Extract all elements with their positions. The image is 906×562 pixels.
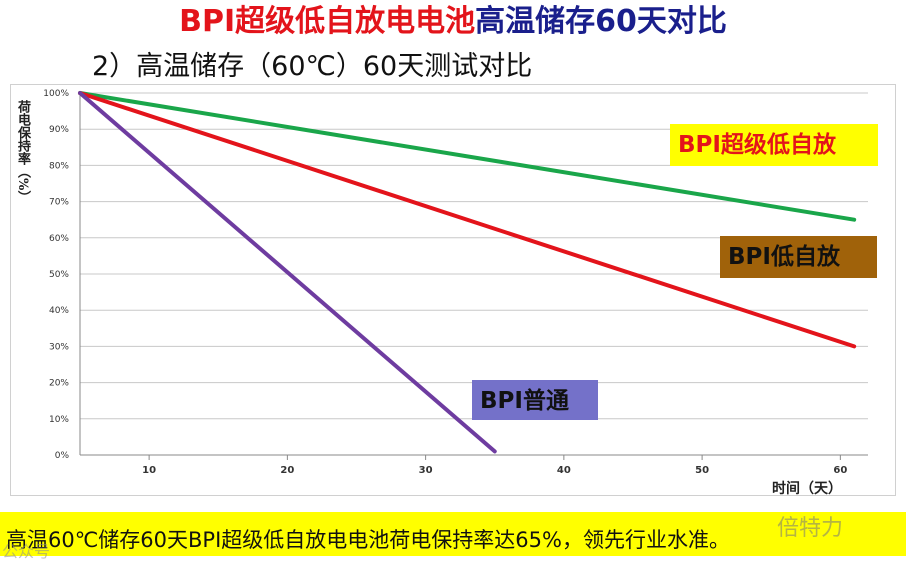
legend-label-low: BPI低自放 xyxy=(720,236,877,278)
x-tick-label: 60 xyxy=(833,465,847,476)
y-tick-label: 20% xyxy=(49,379,69,389)
y-tick-label: 80% xyxy=(49,161,69,171)
title-part-2: 高温储存60天对比 xyxy=(475,4,727,39)
y-tick-label: 50% xyxy=(49,270,69,280)
series-line-0 xyxy=(78,91,857,222)
x-tick-label: 50 xyxy=(695,465,709,476)
y-axis-label: 荷电保持率（%） xyxy=(15,100,30,204)
y-tick-label: 100% xyxy=(43,89,69,99)
x-tick-label: 20 xyxy=(280,465,294,476)
title-part-1: BPI超级低自放电电池 xyxy=(179,4,476,39)
watermark-account: 公众号 xyxy=(2,542,51,561)
y-tick-label: 0% xyxy=(55,451,70,461)
x-tick-label: 40 xyxy=(557,465,571,476)
legend-label-super-low: BPI超级低自放 xyxy=(670,124,878,166)
y-tick-label: 10% xyxy=(49,415,69,425)
subtitle: 2）高温储存（60℃）60天测试对比 xyxy=(92,51,533,82)
x-tick-label: 10 xyxy=(142,465,156,476)
y-tick-label: 30% xyxy=(49,342,69,352)
page-title: BPI超级低自放电电池高温储存60天对比 xyxy=(0,2,906,42)
x-tick-label: 30 xyxy=(419,465,433,476)
series-line-2 xyxy=(78,91,497,454)
y-tick-label: 60% xyxy=(49,234,69,244)
watermark-brand: 倍特力 xyxy=(777,516,844,541)
y-tick-label: 40% xyxy=(49,306,69,316)
y-tick-label: 90% xyxy=(49,125,69,135)
y-tick-label: 70% xyxy=(49,198,69,208)
legend-label-normal: BPI普通 xyxy=(472,380,598,420)
footer-banner: 高温60℃储存60天BPI超级低自放电电池荷电保持率达65%，领先行业水准。 xyxy=(0,512,906,556)
x-axis-label: 时间（天） xyxy=(772,481,842,497)
series-line-1 xyxy=(78,91,857,349)
